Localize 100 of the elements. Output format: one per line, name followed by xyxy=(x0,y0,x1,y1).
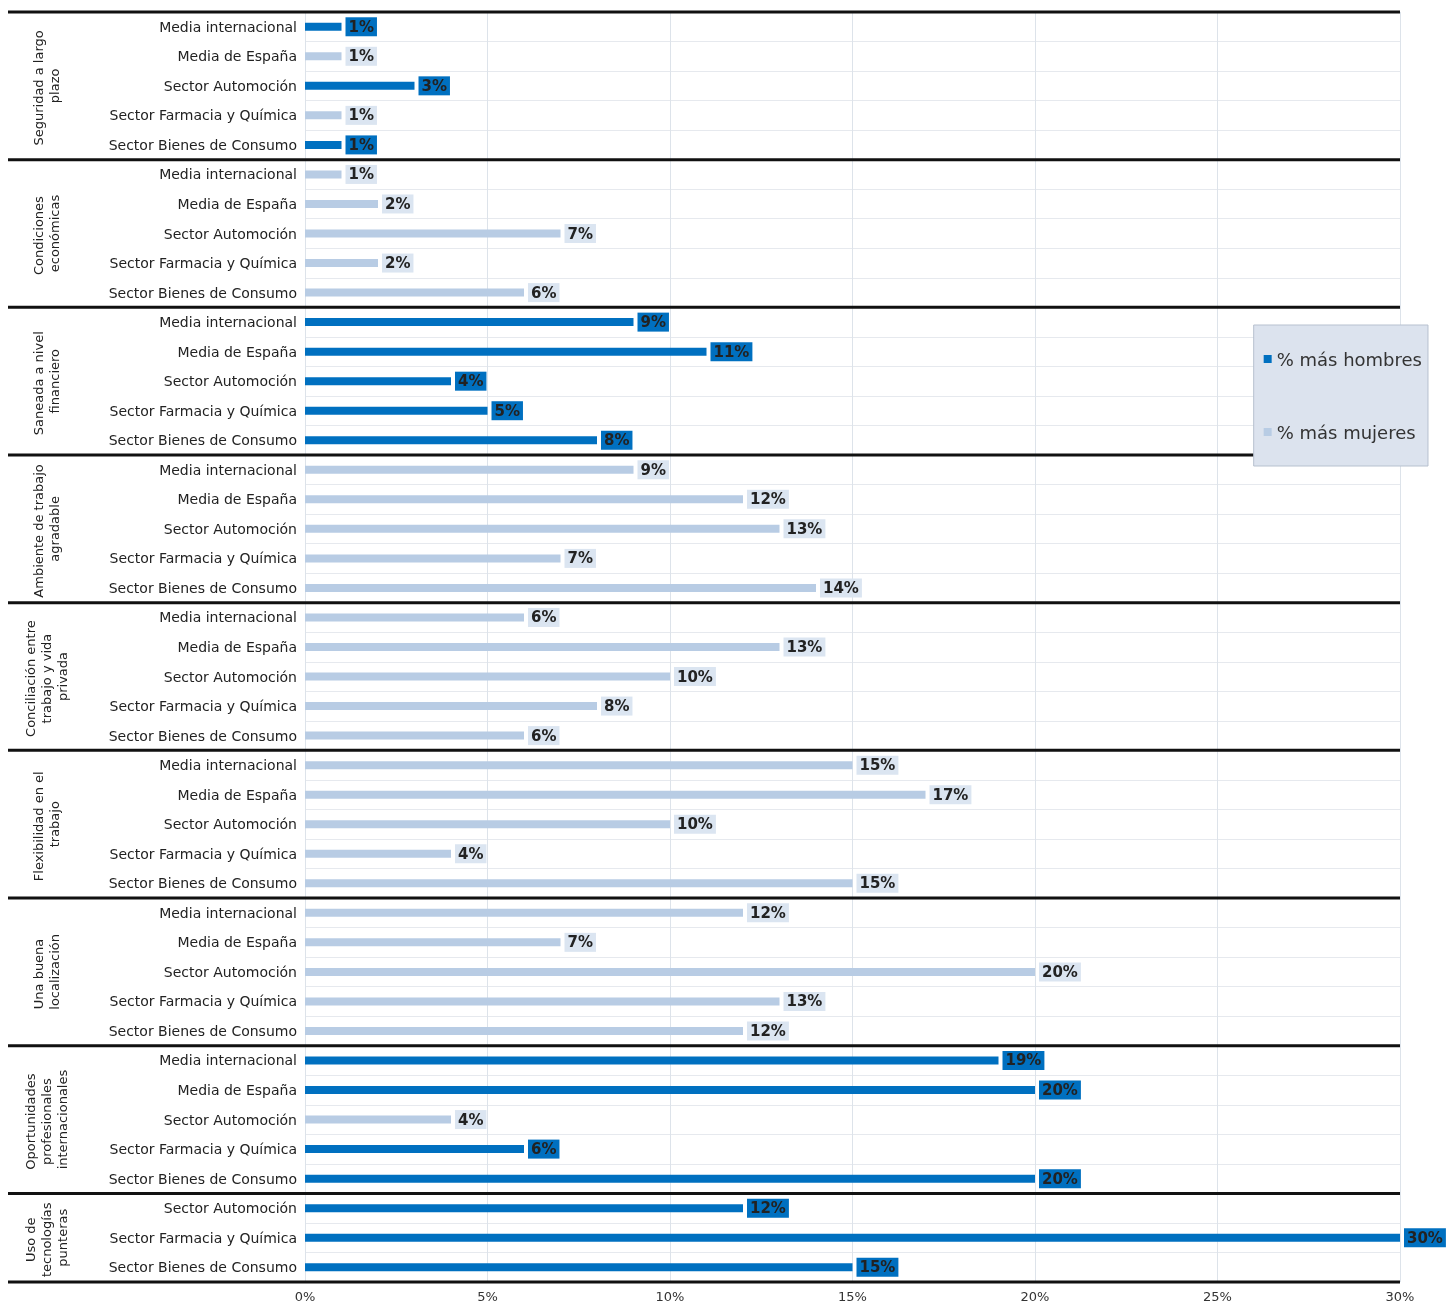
data-label: 12% xyxy=(750,1021,786,1040)
y-tick-label: Sector Automoción xyxy=(163,668,297,685)
data-label: 19% xyxy=(1005,1051,1042,1070)
data-label: 8% xyxy=(604,697,630,716)
data-label: 7% xyxy=(567,224,593,243)
data-label: 4% xyxy=(458,1110,484,1129)
bar xyxy=(305,761,853,770)
bar xyxy=(305,259,378,268)
bar xyxy=(305,849,451,858)
y-tick-label: Sector Bienes de Consumo xyxy=(108,579,297,596)
data-label: 15% xyxy=(859,756,896,775)
y-tick-label: Media de España xyxy=(177,1082,297,1099)
bar xyxy=(305,465,634,474)
y-tick-label: Media internacional xyxy=(159,166,297,183)
text: Uso de tecnologías punteras xyxy=(22,1198,70,1278)
data-label: 6% xyxy=(531,1140,557,1159)
legend-label: % más hombres xyxy=(1276,348,1422,370)
data-label: 15% xyxy=(859,874,896,893)
data-label: 4% xyxy=(458,844,484,863)
x-tick-label: 15% xyxy=(838,1289,867,1304)
data-label: 1% xyxy=(348,17,374,36)
data-label: 6% xyxy=(531,283,557,302)
data-label: 11% xyxy=(713,342,750,361)
bar xyxy=(305,111,342,120)
x-tick-label: 5% xyxy=(477,1289,498,1304)
bar xyxy=(305,1204,743,1213)
data-label: 9% xyxy=(640,313,666,332)
y-tick-label: Sector Automoción xyxy=(163,1200,297,1217)
y-tick-label: Media de España xyxy=(177,48,297,65)
y-tick-label: Sector Farmacia y Química xyxy=(109,550,297,567)
data-label: 13% xyxy=(786,638,823,656)
bar xyxy=(305,672,670,681)
text: Una buena localización xyxy=(30,934,62,1010)
data-label: 2% xyxy=(385,194,411,213)
y-tick-label: Media internacional xyxy=(159,461,297,478)
bar xyxy=(305,820,670,829)
text: Flexibilidad en el trabajo xyxy=(30,767,62,882)
bar xyxy=(305,288,524,297)
y-tick-label: Sector Automoción xyxy=(163,1111,297,1128)
y-tick-label: Media internacional xyxy=(159,18,297,35)
bar xyxy=(305,406,488,415)
data-label: 7% xyxy=(567,549,593,568)
data-label: 2% xyxy=(385,254,411,273)
y-tick-label: Media de España xyxy=(177,343,297,360)
y-tick-label: Sector Farmacia y Química xyxy=(109,255,297,272)
y-tick-label: Sector Bienes de Consumo xyxy=(108,875,297,892)
data-label: 9% xyxy=(640,460,666,479)
bar xyxy=(305,879,853,888)
y-tick-label: Media internacional xyxy=(159,314,297,331)
data-label: 4% xyxy=(458,372,484,391)
bar xyxy=(305,318,634,327)
data-label: 12% xyxy=(750,903,786,922)
y-tick-label: Sector Automoción xyxy=(163,373,297,390)
data-label: 8% xyxy=(604,431,630,450)
bar xyxy=(305,170,342,179)
bar xyxy=(305,199,378,208)
bar xyxy=(305,1056,999,1065)
x-tick-label: 30% xyxy=(1385,1289,1415,1304)
x-tick-label: 10% xyxy=(655,1289,685,1304)
y-tick-label: Media de España xyxy=(177,934,297,951)
bar xyxy=(305,347,707,356)
bar xyxy=(305,52,342,61)
bar xyxy=(305,731,524,740)
bar xyxy=(305,1086,1035,1095)
data-label: 15% xyxy=(859,1258,896,1277)
y-tick-label: Sector Bienes de Consumo xyxy=(108,1022,297,1039)
data-label: 6% xyxy=(531,608,557,627)
data-label: 1% xyxy=(348,47,374,66)
data-label: 10% xyxy=(677,815,713,834)
data-label: 6% xyxy=(531,726,557,745)
text: Ambiente de trabajo agradable xyxy=(30,460,62,598)
y-tick-label: Media de España xyxy=(177,786,297,803)
data-label: 3% xyxy=(421,76,447,95)
data-label: 20% xyxy=(1042,1081,1078,1100)
bar xyxy=(305,377,451,386)
data-label: 20% xyxy=(1042,1169,1078,1188)
text: Condiciones económicas xyxy=(30,192,62,276)
y-tick-label: Sector Farmacia y Química xyxy=(109,698,297,715)
x-tick-label: 25% xyxy=(1203,1289,1232,1304)
bar xyxy=(305,702,597,711)
data-label: 12% xyxy=(750,490,786,509)
text: Saneada a nivel financiero xyxy=(30,327,62,436)
y-tick-label: Sector Bienes de Consumo xyxy=(108,284,297,301)
x-tick-label: 20% xyxy=(1020,1289,1050,1304)
y-tick-label: Sector Automoción xyxy=(163,816,297,833)
legend-label: % más mujeres xyxy=(1276,421,1416,443)
y-tick-label: Media internacional xyxy=(159,757,297,774)
data-label: 17% xyxy=(932,785,969,804)
y-tick-label: Media de España xyxy=(177,491,297,508)
bar xyxy=(305,908,743,917)
text: Conciliación entre trabajo y vida privada xyxy=(22,616,70,737)
bar xyxy=(305,81,415,90)
bar xyxy=(305,1233,1400,1242)
bar xyxy=(305,790,926,799)
y-tick-label: Sector Bienes de Consumo xyxy=(108,432,297,449)
y-tick-label: Sector Automoción xyxy=(163,520,297,537)
y-tick-label: Sector Farmacia y Química xyxy=(109,107,297,124)
y-tick-label: Sector Bienes de Consumo xyxy=(108,136,297,153)
data-label: 1% xyxy=(348,165,374,184)
data-label: 1% xyxy=(348,106,374,125)
